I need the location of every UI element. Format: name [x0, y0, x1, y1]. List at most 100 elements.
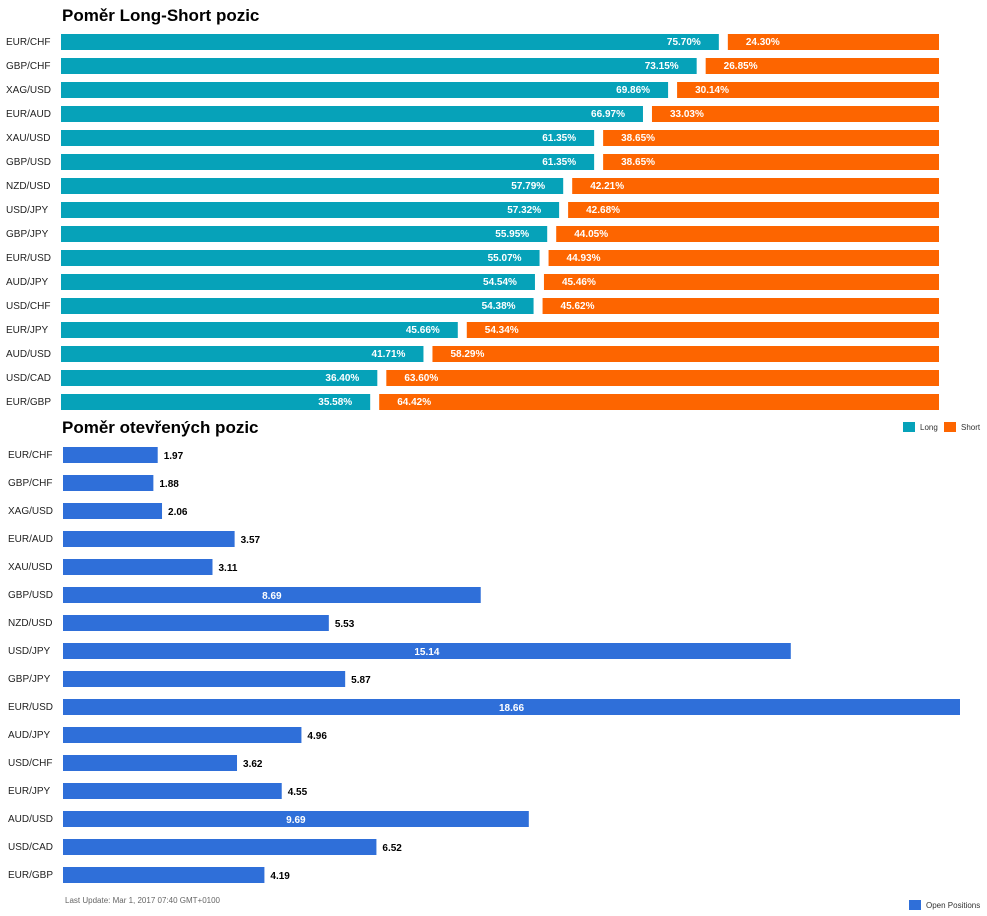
short-value-label: 26.85%: [724, 61, 758, 72]
category-label: GBP/USD: [6, 157, 51, 168]
long-value-label: 73.15%: [645, 61, 679, 72]
open-value-label: 5.53: [335, 619, 355, 630]
category-label: USD/CAD: [6, 373, 51, 384]
open-position-bar: [63, 475, 154, 491]
open-value-label: 3.57: [241, 535, 261, 546]
short-bar: [651, 106, 939, 122]
long-bar: [61, 274, 535, 290]
open-chart-title: Poměr otevřených pozic: [62, 418, 259, 437]
category-label: GBP/CHF: [8, 478, 52, 489]
open-value-label: 4.19: [270, 871, 290, 882]
open-position-bar: [63, 727, 302, 743]
category-label: USD/JPY: [8, 646, 51, 657]
category-label: USD/CHF: [6, 301, 50, 312]
category-label: EUR/CHF: [6, 37, 50, 48]
open-position-bar: [63, 839, 377, 855]
category-label: EUR/JPY: [6, 325, 49, 336]
short-bar: [466, 322, 939, 338]
short-value-label: 42.21%: [590, 181, 624, 192]
category-label: EUR/AUD: [6, 109, 51, 120]
category-label: AUD/USD: [6, 349, 51, 360]
open-value-label: 15.14: [414, 647, 439, 658]
long-short-ratio-chart: EUR/CHF 75.70% 24.30% GBP/CHF 73.15% 26.85% XA…: [6, 34, 939, 410]
short-bar: [386, 370, 939, 386]
long-value-label: 41.71%: [372, 349, 406, 360]
long-bar: [61, 250, 540, 266]
open-position-bar: [63, 699, 960, 715]
short-bar: [568, 202, 939, 218]
long-bar: [61, 34, 719, 50]
long-bar: [61, 58, 697, 74]
short-value-label: 30.14%: [695, 85, 729, 96]
short-bar: [548, 250, 939, 266]
category-label: AUD/USD: [8, 814, 53, 825]
long-value-label: 54.54%: [483, 277, 517, 288]
legend-short-swatch: [944, 422, 956, 432]
long-value-label: 57.79%: [511, 181, 545, 192]
short-bar: [379, 394, 939, 410]
long-value-label: 35.58%: [318, 397, 352, 408]
short-value-label: 38.65%: [621, 133, 655, 144]
category-label: XAU/USD: [8, 562, 52, 573]
open-position-bar: [63, 867, 265, 883]
long-value-label: 54.38%: [482, 301, 516, 312]
long-value-label: 61.35%: [542, 157, 576, 168]
category-label: GBP/CHF: [6, 61, 50, 72]
category-label: EUR/GBP: [6, 397, 51, 408]
long-bar: [61, 346, 424, 362]
short-value-label: 54.34%: [485, 325, 519, 336]
category-label: XAG/USD: [8, 506, 53, 517]
long-bar: [61, 370, 378, 386]
open-position-bar: [63, 503, 163, 519]
long-value-label: 45.66%: [406, 325, 440, 336]
open-positions-chart: EUR/CHF 1.97 GBP/CHF 1.88 XAG/USD 2.06 EUR/AUD…: [8, 447, 960, 883]
category-label: EUR/AUD: [8, 534, 53, 545]
long-value-label: 69.86%: [616, 85, 650, 96]
short-bar: [543, 274, 939, 290]
open-position-bar: [63, 783, 282, 799]
category-label: EUR/JPY: [8, 786, 51, 797]
category-label: GBP/USD: [8, 590, 53, 601]
category-label: EUR/USD: [6, 253, 51, 264]
short-value-label: 45.46%: [562, 277, 596, 288]
short-value-label: 63.60%: [404, 373, 438, 384]
open-value-label: 4.96: [307, 731, 327, 742]
legend-long-label: Long: [920, 423, 938, 432]
legend-open-label: Open Positions: [926, 901, 980, 910]
long-value-label: 55.95%: [495, 229, 529, 240]
open-value-label: 2.06: [168, 507, 188, 518]
short-value-label: 64.42%: [397, 397, 431, 408]
short-value-label: 24.30%: [746, 37, 780, 48]
short-bar: [603, 130, 939, 146]
category-label: AUD/JPY: [8, 730, 51, 741]
open-position-bar: [63, 559, 213, 575]
open-value-label: 18.66: [499, 703, 524, 714]
open-position-bar: [63, 531, 235, 547]
open-value-label: 6.52: [382, 843, 402, 854]
long-bar: [61, 298, 534, 314]
category-label: EUR/GBP: [8, 870, 53, 881]
open-value-label: 9.69: [286, 815, 306, 826]
long-bar: [61, 106, 643, 122]
category-label: AUD/JPY: [6, 277, 49, 288]
short-bar: [542, 298, 939, 314]
open-position-bar: [63, 643, 791, 659]
short-bar: [432, 346, 939, 362]
long-value-label: 75.70%: [667, 37, 701, 48]
short-value-label: 44.05%: [574, 229, 608, 240]
short-value-label: 44.93%: [567, 253, 601, 264]
open-position-bar: [63, 587, 481, 603]
short-bar: [677, 82, 939, 98]
category-label: EUR/USD: [8, 702, 53, 713]
legend-long-swatch: [903, 422, 915, 432]
short-value-label: 38.65%: [621, 157, 655, 168]
category-label: XAU/USD: [6, 133, 50, 144]
category-label: GBP/JPY: [6, 229, 49, 240]
open-position-bar: [63, 755, 238, 771]
short-value-label: 58.29%: [450, 349, 484, 360]
category-label: XAG/USD: [6, 85, 51, 96]
open-value-label: 4.55: [288, 787, 308, 798]
open-position-bar: [63, 447, 158, 463]
long-bar: [61, 178, 564, 194]
